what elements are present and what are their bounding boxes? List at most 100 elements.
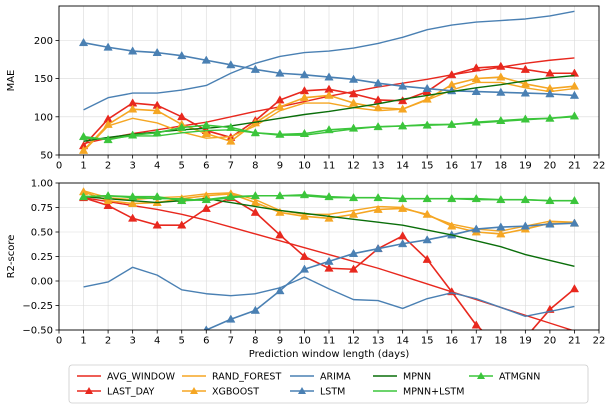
data-point-lstm [275,68,285,77]
x-tick-label: 1 [80,336,86,347]
data-point-xgboost [250,197,260,206]
panel-mae: 0 1 2 3 4 5 6 7 8 9 10 11 12 13 14 15 16 17 18 19 20 21 225010… [6,5,605,172]
data-point-last-day [447,70,457,79]
y-tick-label: 0.50 [31,228,53,239]
legend-label: AVG_WINDOW [107,372,176,383]
data-point-atmgnn [201,120,211,129]
data-point-atmgnn [373,192,383,202]
data-point-lstm [496,87,506,96]
data-point-atmgnn [324,125,334,134]
y-tick-label: 0.00 [31,277,53,288]
data-point-last-day [471,63,481,72]
data-point-xgboost [299,211,310,220]
data-point-atmgnn [373,122,383,131]
x-tick-label: 0 [56,336,62,347]
data-point-xgboost [569,81,580,90]
legend-item-xgboost: XGBOOST [182,387,259,398]
data-point-atmgnn [128,130,138,139]
y-tick-label: 200 [34,36,53,47]
data-point-last-day [103,200,113,209]
legend: AVG_WINDOW LAST_DAY RAND_FOREST XGBOOST ARIM… [68,364,589,404]
data-point-atmgnn [471,117,481,126]
x-tick-label: 6 [203,161,209,172]
data-point-xgboost [152,105,162,115]
x-tick-label: 19 [519,336,532,347]
x-tick-label: 14 [396,336,409,347]
y-tick-label: 100 [34,112,53,123]
data-point-last-day [569,284,580,293]
data-point-lstm [373,78,383,87]
data-point-xgboost [324,213,334,222]
legend-swatch-marker [298,387,306,394]
data-point-atmgnn [177,122,187,131]
y-tick-label: 1.00 [31,179,53,190]
data-point-xgboost [275,207,285,216]
y-tick-label: 0.75 [31,203,53,214]
data-point-atmgnn [299,190,310,199]
data-point-xgboost [496,72,506,81]
data-point-atmgnn [226,122,236,131]
legend-label: MPNN [403,372,431,383]
x-tick-label: 15 [421,161,434,172]
data-point-xgboost [398,104,408,113]
data-point-lstm [152,47,162,57]
data-point-atmgnn [275,129,285,138]
data-point-last-day [152,220,162,229]
panel-r2: 0 1 2 3 4 5 6 7 8 9 10 11 12 13 14 15 16 17 18 19 20 21 22−0.5… [6,179,605,361]
x-tick-label: 16 [445,161,458,172]
legend-item-rand-forest: RAND_FOREST [182,372,281,383]
data-point-atmgnn [520,194,530,204]
data-point-xgboost [275,102,285,111]
data-point-lstm [128,46,138,55]
x-tick-label: 4 [154,161,160,172]
data-point-atmgnn [201,194,211,204]
series-group [78,10,580,154]
data-point-lstm [203,325,209,330]
data-point-atmgnn [103,135,113,144]
x-tick-label: 11 [323,336,336,347]
data-point-atmgnn [103,191,113,200]
data-point-lstm [324,256,334,265]
data-point-last-day [520,64,530,73]
legend-label: XGBOOST [212,387,259,398]
data-point-lstm [373,243,383,253]
data-point-xgboost [373,204,383,213]
x-tick-label: 4 [154,336,160,347]
data-point-xgboost [201,128,211,138]
data-point-xgboost [496,229,506,238]
data-point-lstm [275,286,285,295]
data-point-lstm [422,235,432,244]
data-point-atmgnn [299,128,310,138]
data-point-last-day [545,68,555,77]
data-point-atmgnn [398,193,408,203]
x-tick-label: 7 [228,161,234,172]
data-point-last-day [128,213,138,222]
data-point-lstm [496,222,506,231]
x-tick-label: 21 [568,336,581,347]
x-tick-label: 15 [421,336,434,347]
x-tick-label: 7 [228,336,234,347]
series-line-rand-forest [83,81,575,152]
legend-item-arima: ARIMA [290,372,351,383]
data-point-lstm [348,248,359,257]
x-tick-label: 10 [298,161,311,172]
x-tick-label: 5 [179,161,185,172]
data-point-atmgnn [250,128,260,137]
x-tick-label: 13 [372,161,385,172]
data-point-last-day [471,320,481,329]
data-point-atmgnn [496,194,506,204]
data-point-xgboost [78,145,89,154]
series-group [78,187,580,330]
legend-label: ATMGNN [499,372,540,383]
legend-item-lstm: LSTM [290,387,345,398]
y-axis-label: R2-score [6,235,17,279]
data-point-lstm [520,221,530,230]
data-point-atmgnn [422,120,432,129]
data-point-atmgnn [348,192,359,202]
data-point-atmgnn [545,113,555,122]
data-point-atmgnn [128,192,138,201]
data-point-xgboost [373,102,383,112]
data-point-lstm [299,70,310,79]
data-point-last-day [569,68,580,77]
